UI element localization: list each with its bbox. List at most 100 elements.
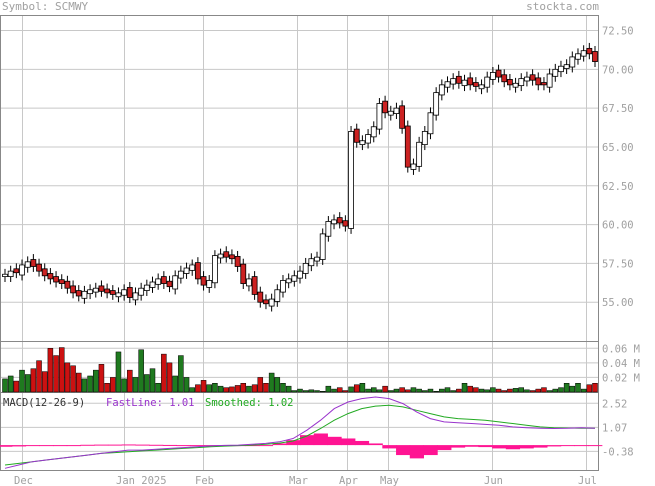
candle-body — [382, 100, 388, 114]
candle-body — [450, 78, 457, 85]
price-tick-label: 55.00 — [602, 297, 634, 309]
candle-body — [302, 262, 309, 274]
macd-panel: 2.52 1.07 -0.38 — [0, 396, 634, 469]
x-tick-label: Jan 2025 — [116, 475, 167, 486]
volume-bar — [456, 388, 462, 393]
macd-hist-bar — [300, 435, 315, 446]
candle-body — [393, 107, 400, 114]
candle-body — [524, 76, 530, 82]
macd-hist-bar — [341, 438, 356, 446]
volume-bar — [144, 374, 150, 393]
macd-hist-bar — [368, 443, 383, 446]
candle-body — [518, 78, 525, 87]
candle-body — [592, 51, 598, 62]
volume-bar — [399, 387, 405, 393]
macd-hist-bar — [313, 433, 328, 446]
macd-hist-bar — [162, 444, 178, 446]
volume-bar — [478, 388, 485, 393]
price-tick-label: 67.50 — [602, 103, 634, 115]
volume-bar — [444, 387, 451, 393]
volume-bar — [331, 388, 337, 393]
volume-bar — [524, 389, 530, 393]
volume-bar — [64, 362, 71, 393]
grid — [0, 15, 598, 470]
macd-hist-bar — [492, 445, 507, 449]
candle-body — [24, 261, 31, 268]
candle-body — [325, 221, 332, 237]
macd-hist-bar — [519, 445, 534, 449]
volume-bar — [546, 390, 553, 393]
candle-body — [512, 82, 519, 88]
x-tick-label: Dec — [14, 475, 33, 486]
volume-bar — [586, 384, 593, 393]
candle-body — [280, 280, 286, 293]
macd-hist-bar — [258, 445, 274, 447]
candle-body — [155, 278, 162, 285]
panel-frame-2 — [0, 392, 599, 471]
macd-hist-bar — [135, 444, 150, 446]
volume-bar — [490, 387, 496, 393]
x-tick-label: Jul — [578, 475, 597, 486]
candle-body — [501, 74, 508, 83]
volume-bar — [575, 383, 581, 393]
candle-body — [552, 68, 559, 77]
price-tick-label: 60.00 — [602, 220, 634, 232]
volume-bar — [161, 353, 167, 393]
candle-body — [387, 110, 394, 116]
macd-tick-label: 2.52 — [602, 398, 627, 410]
volume-bar — [251, 384, 258, 393]
volume-bar — [308, 389, 315, 393]
volume-bar — [314, 390, 320, 393]
volume-bar — [541, 387, 547, 393]
candle-body — [365, 134, 371, 144]
candle-body — [444, 81, 451, 88]
volume-bar — [30, 368, 37, 393]
volume-bar — [149, 368, 156, 393]
volume-bar — [234, 385, 241, 393]
macd-hist-bar — [409, 445, 424, 459]
macd-hist-bar — [107, 444, 123, 446]
candle-body — [342, 220, 349, 227]
candle-body — [70, 285, 76, 294]
candle-body — [172, 275, 179, 290]
candle-body — [109, 290, 116, 295]
candle-body — [410, 163, 417, 170]
candle-body — [115, 292, 122, 298]
volume-bar — [501, 390, 507, 393]
volume-bar — [110, 377, 116, 393]
candle-body — [229, 254, 235, 260]
macd-hist-bar — [574, 445, 589, 447]
volume-bar — [206, 384, 212, 393]
x-tick-label: Jun — [484, 475, 503, 486]
macd-hist-bar — [450, 445, 466, 448]
volume-bar — [359, 383, 366, 393]
volume-bar — [127, 369, 133, 393]
volume-bar — [24, 374, 31, 393]
candle-body — [7, 270, 14, 277]
candle-body — [126, 287, 133, 298]
candle-body — [484, 76, 491, 88]
candle-body — [41, 268, 48, 277]
candle-body — [160, 276, 167, 284]
volume-bar — [223, 387, 229, 393]
volume-tick-label: 0.02 M — [602, 372, 640, 384]
candle-body — [2, 273, 8, 277]
volume-bar — [325, 385, 332, 393]
macd-hist-bar — [478, 445, 493, 448]
volume-bar — [535, 388, 542, 393]
symbol-label: Symbol: SCMWY — [2, 0, 89, 13]
candle-body — [467, 77, 474, 86]
candle-body — [399, 105, 406, 129]
volume-bar — [319, 391, 326, 393]
macd-label: MACD(12-26-9) — [3, 397, 85, 409]
candle-body — [132, 292, 139, 301]
volume-bar — [427, 388, 434, 393]
candle-body — [212, 255, 218, 284]
macd-hist-bar — [588, 445, 603, 447]
volume-bar — [348, 386, 354, 393]
candle-body — [421, 131, 428, 146]
candle-body — [427, 112, 434, 135]
candle-body — [268, 298, 275, 307]
volume-bar — [410, 387, 417, 393]
